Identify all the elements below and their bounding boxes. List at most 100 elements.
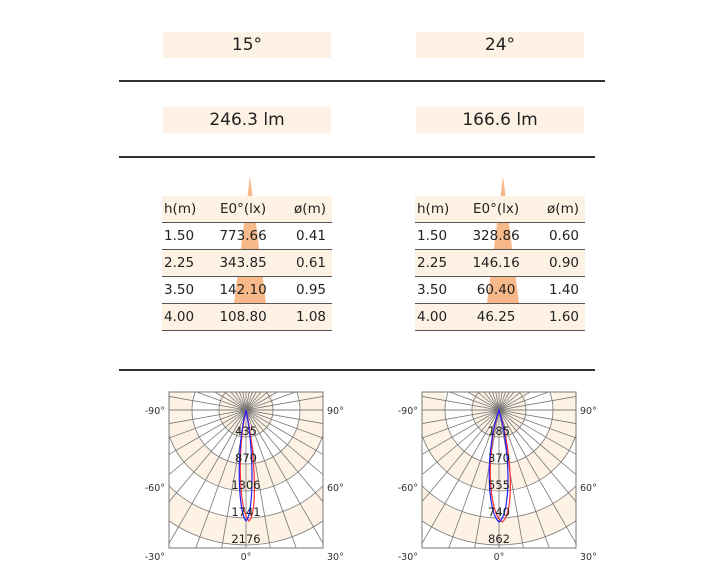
header-diameter: ø(m) [547,201,579,217]
radial-line [245,409,297,548]
table-cell: 142.10 [219,282,267,298]
table-cell: 3.50 [417,282,448,298]
angle-label: 0° [241,552,252,563]
radial-line [169,409,247,503]
radial-line [498,392,503,411]
radial-line [239,392,247,411]
radial-line [498,392,521,411]
table-cell: 60.40 [476,282,516,298]
illuminance-table-24: h(m) E0°(lx) ø(m) 1.50 328.86 0.60 2.25 146.1… [415,176,585,331]
c0-curve [489,408,511,523]
radial-line [169,409,247,439]
radial-line [498,409,550,548]
angle-label: 30° [327,552,344,563]
table-row: 1.50 773.66 0.41 [162,223,332,250]
header-e0: E0°(lx) [219,201,267,217]
angle-label: 30° [580,552,597,563]
divider [119,80,605,82]
radial-line [245,409,323,424]
radial-line [498,409,576,455]
angle-label: -30° [145,552,165,563]
ring-label: 862 [488,532,510,546]
radial-line [235,392,247,411]
c90-curve [238,409,253,522]
radial-line [242,392,247,411]
table-row: 2.25 343.85 0.61 [162,250,332,277]
radial-line [245,409,323,475]
table-cell: 0.41 [295,228,326,244]
table-cell: 46.25 [476,309,516,325]
radial-line [498,409,524,548]
table-row: 4.00 46.25 1.60 [415,304,585,331]
header-h: h(m) [164,201,197,217]
polar-grid [169,392,323,548]
c0-curve [239,409,255,522]
radial-line [422,409,500,439]
table-row: 3.50 60.40 1.40 [415,277,585,304]
radial-line [477,392,500,411]
radial-line [169,409,247,455]
ring-label: 1306 [231,478,260,492]
lumens-24: 166.6 lm [416,107,584,133]
angle-label: -90° [398,406,418,417]
radial-line [245,392,278,411]
radial-line [498,409,576,424]
beam-angle-15: 15° [163,32,331,58]
radial-line [195,409,247,548]
table-header: h(m) E0°(lx) ø(m) [415,196,585,223]
radial-line [422,409,500,455]
radial-line [488,392,500,411]
radial-line [245,392,257,411]
radial-line [492,392,500,411]
radial-line [498,409,576,439]
table-header: h(m) E0°(lx) ø(m) [162,196,332,223]
radial-line [498,409,576,475]
table-cell: 108.80 [219,309,267,325]
radial-line [498,409,576,503]
angle-label: 90° [580,406,597,417]
radial-line [422,409,500,503]
table-row: 4.00 108.80 1.08 [162,304,332,331]
c90-curve [488,408,509,523]
ring-label: 185 [488,424,510,438]
polar-diagram-24: 185 370 555 740 862 -90° -60° -30° 90° 60° 30° 0° [398,391,597,563]
radial-line [196,392,247,411]
angle-label: -90° [145,406,165,417]
ring-label: 740 [488,505,510,519]
angle-label: -60° [145,483,165,494]
ring-label: 870 [235,451,257,465]
radial-line [245,392,268,411]
table-cell: 2.25 [417,255,448,271]
frame [168,391,324,549]
table-cell: 1.60 [548,309,579,325]
radial-line [448,409,500,548]
table-cell: 0.61 [295,255,326,271]
radial-line [498,392,506,411]
radial-line [449,392,500,411]
radial-line [245,396,323,411]
radial-line [498,392,510,411]
divider [119,369,595,371]
ring-label: 370 [488,451,510,465]
angle-label: 90° [327,406,344,417]
table-cell: 1.08 [295,309,326,325]
table-cell: 1.40 [548,282,579,298]
beam-angle-24: 24° [416,32,584,58]
radial-line [245,409,323,544]
table-cell: 3.50 [164,282,195,298]
radial-line [169,409,247,424]
table-cell: 0.95 [295,282,326,298]
table-cell: 343.85 [219,255,267,271]
lumens-15: 246.3 lm [163,107,331,133]
radial-line [422,396,500,411]
table-cell: 2.25 [164,255,195,271]
radial-line [169,409,247,544]
angle-label: 0° [494,552,505,563]
radial-line [169,409,247,475]
radial-line [498,392,531,411]
table-cell: 4.00 [164,309,195,325]
table-cell: 146.16 [472,255,520,271]
table-row: 2.25 146.16 0.90 [415,250,585,277]
radial-line [230,392,247,411]
angle-label: 60° [327,483,344,494]
